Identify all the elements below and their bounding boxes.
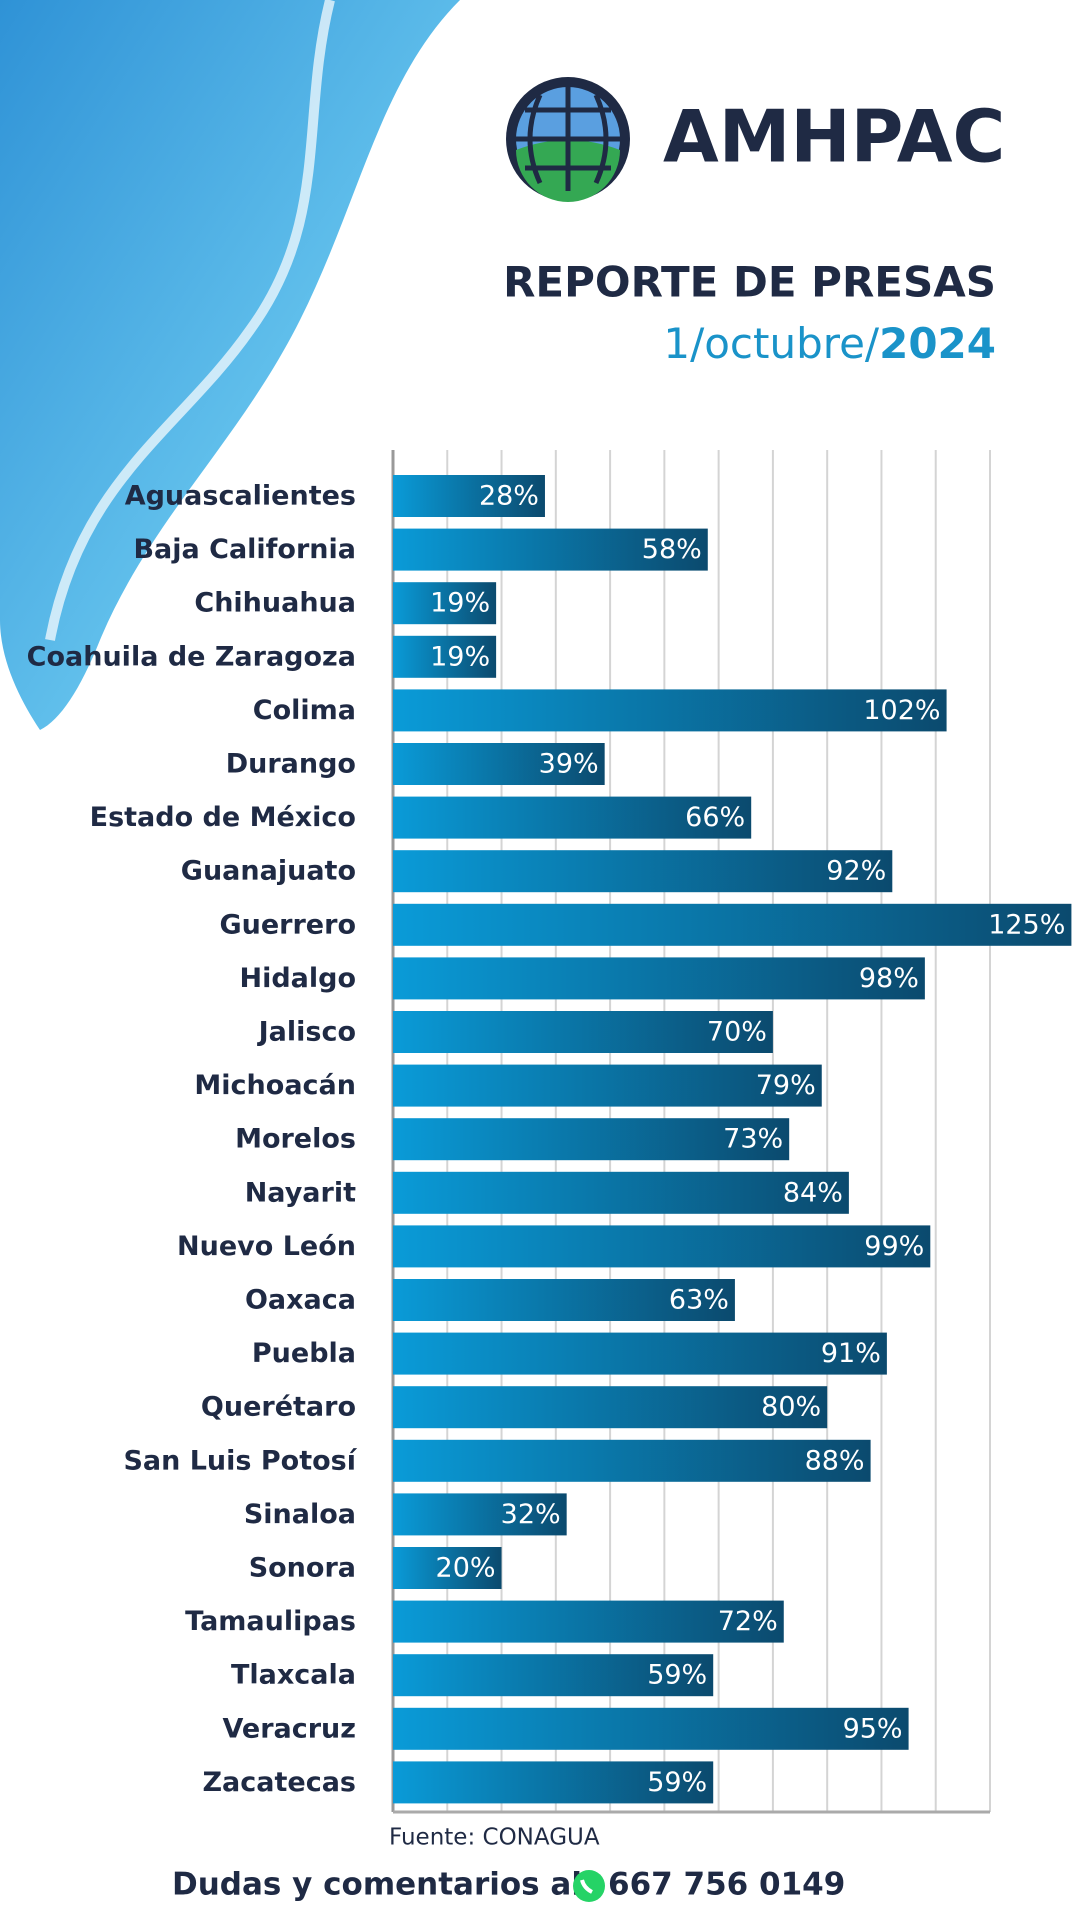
brand: AMHPAC — [663, 95, 1005, 179]
bar — [393, 1761, 714, 1804]
date: 1/octubre/2024 — [663, 319, 996, 368]
value-label: 95% — [843, 1713, 903, 1744]
category-label: Guerrero — [219, 909, 356, 940]
logo — [506, 77, 630, 202]
category-label: Aguascalientes — [125, 481, 356, 512]
category-label: Sonora — [249, 1553, 356, 1584]
bar — [393, 689, 947, 732]
category-label: Veracruz — [222, 1713, 356, 1744]
category-label: Jalisco — [257, 1017, 356, 1048]
value-label: 32% — [501, 1499, 561, 1530]
bar — [393, 743, 605, 785]
category-label: Guanajuato — [181, 856, 356, 887]
category-label: Oaxaca — [245, 1285, 356, 1316]
category-label: Nuevo León — [177, 1231, 356, 1262]
bar — [393, 475, 545, 517]
value-label: 59% — [647, 1660, 707, 1691]
date-day-month: 1/octubre/ — [663, 319, 880, 368]
bar — [393, 957, 925, 1000]
chart: Aguascalientes 28% Baja California 58% Chihu… — [27, 450, 1072, 1814]
water-decoration — [0, 0, 460, 730]
bar — [393, 1600, 784, 1643]
bar — [393, 1064, 822, 1107]
value-label: 70% — [707, 1017, 767, 1048]
value-label: 92% — [826, 856, 886, 887]
value-label: 98% — [859, 963, 919, 994]
bar — [393, 1118, 790, 1161]
bar — [393, 1493, 567, 1536]
value-label: 19% — [430, 588, 490, 619]
bar — [393, 1279, 735, 1321]
value-label: 125% — [988, 909, 1065, 940]
bar — [393, 1654, 714, 1697]
value-label: 84% — [783, 1177, 843, 1208]
bar — [393, 850, 893, 893]
value-label: 19% — [430, 641, 490, 672]
value-label: 59% — [647, 1767, 707, 1798]
category-label: Puebla — [252, 1338, 356, 1369]
category-label: Baja California — [133, 534, 356, 565]
category-label: Sinaloa — [244, 1499, 356, 1530]
bar — [393, 1332, 887, 1375]
date-year: 2024 — [879, 319, 996, 368]
value-label: 79% — [756, 1070, 816, 1101]
value-label: 66% — [685, 802, 745, 833]
value-label: 39% — [539, 749, 599, 780]
value-label: 73% — [723, 1124, 783, 1155]
water-wave — [45, 0, 335, 641]
bar — [393, 1439, 871, 1482]
footer-phone: 667 756 0149 — [608, 1867, 845, 1903]
category-label: Tamaulipas — [185, 1606, 356, 1637]
category-label: Querétaro — [201, 1392, 356, 1423]
bar — [393, 1011, 773, 1053]
bar — [393, 1707, 909, 1750]
category-label: Durango — [226, 749, 356, 780]
value-label: 20% — [436, 1553, 496, 1584]
value-label: 80% — [761, 1392, 821, 1423]
value-label: 72% — [718, 1606, 778, 1637]
category-label: Chihuahua — [194, 588, 356, 619]
category-label: Morelos — [235, 1124, 356, 1155]
category-label: Zacatecas — [202, 1767, 356, 1798]
bar — [393, 796, 752, 839]
whatsapp-icon — [573, 1870, 605, 1902]
category-label: Tlaxcala — [231, 1660, 356, 1691]
title: REPORTE DE PRESAS — [503, 258, 996, 307]
source: Fuente: CONAGUA — [389, 1825, 600, 1851]
category-label: Nayarit — [245, 1177, 356, 1208]
category-label: Coahuila de Zaragoza — [27, 641, 356, 672]
bar — [393, 528, 708, 571]
category-label: Colima — [253, 695, 356, 726]
bar — [393, 635, 497, 678]
value-label: 28% — [479, 481, 539, 512]
category-label: Michoacán — [194, 1070, 356, 1101]
bar — [393, 582, 497, 625]
value-label: 102% — [863, 695, 940, 726]
bar — [393, 1547, 502, 1589]
value-label: 91% — [821, 1338, 881, 1369]
value-label: 58% — [642, 534, 702, 565]
bar — [393, 903, 1072, 946]
footer-text: Dudas y comentarios al — [172, 1867, 582, 1903]
bar — [393, 1386, 828, 1429]
value-label: 88% — [805, 1445, 865, 1476]
category-label: Hidalgo — [239, 963, 356, 994]
value-label: 63% — [669, 1285, 729, 1316]
value-label: 99% — [864, 1231, 924, 1262]
category-label: Estado de México — [90, 802, 356, 833]
bar — [393, 1225, 931, 1268]
bar — [393, 1171, 849, 1214]
category-label: San Luis Potosí — [123, 1445, 357, 1476]
